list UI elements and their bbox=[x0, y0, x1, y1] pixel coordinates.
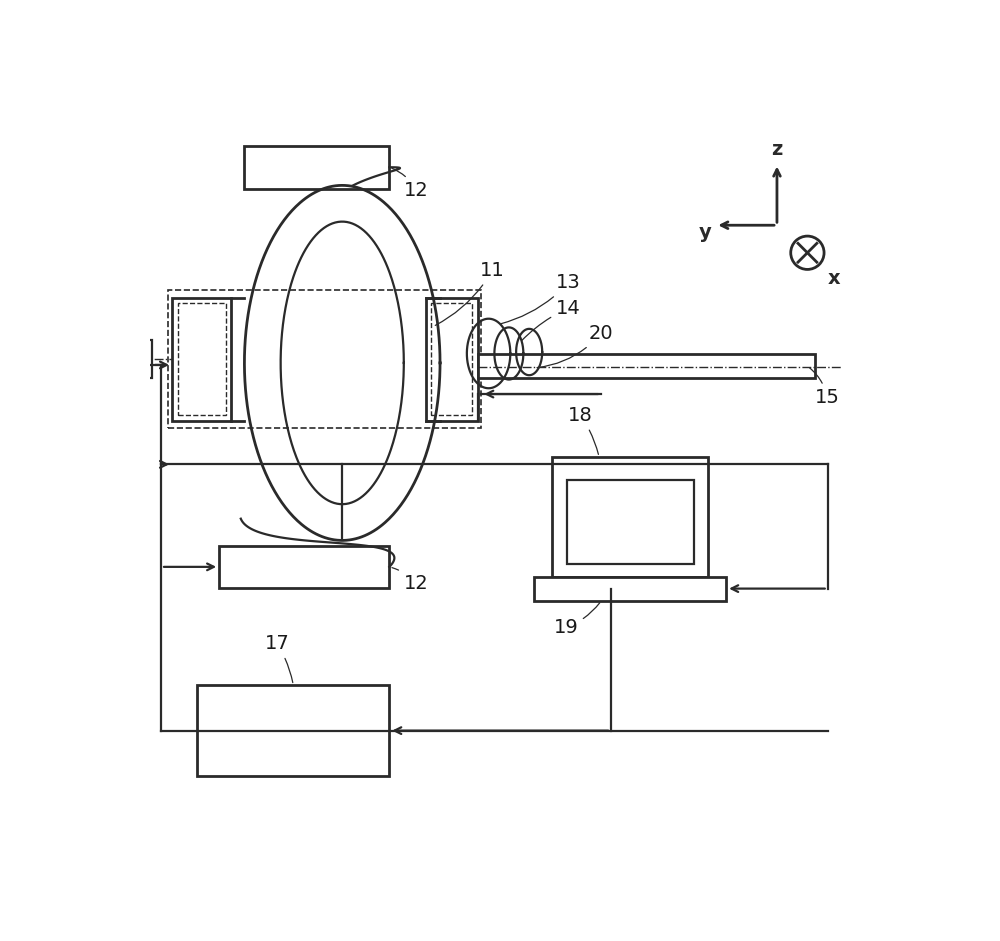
Text: 15: 15 bbox=[810, 368, 840, 407]
Text: 19: 19 bbox=[553, 603, 600, 637]
Text: 11: 11 bbox=[435, 261, 505, 326]
FancyBboxPatch shape bbox=[219, 546, 389, 587]
FancyBboxPatch shape bbox=[552, 457, 708, 577]
Text: 12: 12 bbox=[392, 168, 429, 200]
Text: y: y bbox=[699, 223, 712, 242]
FancyBboxPatch shape bbox=[172, 297, 231, 421]
Text: x: x bbox=[828, 269, 840, 288]
Text: 17: 17 bbox=[265, 634, 293, 682]
Text: z: z bbox=[771, 139, 783, 159]
Text: 14: 14 bbox=[522, 298, 581, 341]
Text: 13: 13 bbox=[501, 273, 581, 324]
Text: 18: 18 bbox=[568, 406, 598, 455]
FancyBboxPatch shape bbox=[478, 354, 815, 378]
FancyBboxPatch shape bbox=[244, 146, 389, 189]
Text: 20: 20 bbox=[537, 324, 613, 368]
FancyBboxPatch shape bbox=[426, 297, 478, 421]
FancyBboxPatch shape bbox=[197, 685, 389, 776]
FancyBboxPatch shape bbox=[132, 341, 152, 378]
FancyBboxPatch shape bbox=[534, 577, 726, 600]
FancyBboxPatch shape bbox=[567, 480, 694, 564]
Text: 12: 12 bbox=[392, 567, 429, 593]
